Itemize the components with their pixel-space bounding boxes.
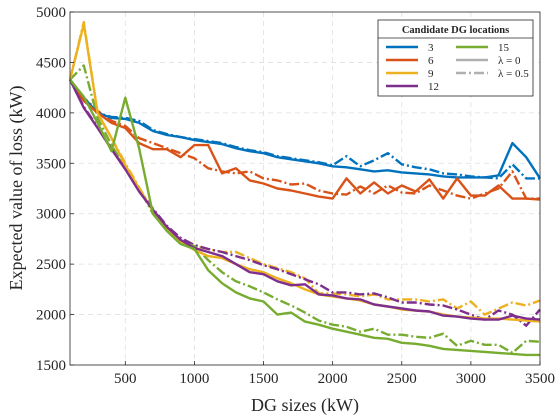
y-tick-label: 1500 — [36, 358, 66, 374]
x-tick-label: 3500 — [525, 371, 555, 387]
y-tick-label: 3500 — [36, 156, 66, 172]
series-line-12-lambda-0 — [68, 79, 541, 321]
y-tick-label: 2500 — [36, 257, 66, 273]
series-layer — [68, 20, 542, 357]
legend-box — [377, 19, 534, 97]
x-tick-label: 3000 — [456, 371, 486, 387]
series-line-6-lambda-0-5 — [69, 78, 540, 200]
series-line-6-lambda-0 — [68, 78, 541, 201]
x-tick-label: 2000 — [318, 371, 348, 387]
x-tick-label: 1500 — [249, 371, 279, 387]
legend-entry-label: 3 — [428, 42, 434, 54]
series-line-15-lambda-0 — [69, 78, 540, 357]
y-tick-label: 5000 — [36, 5, 66, 21]
axes-box — [69, 11, 541, 366]
legend-entry-label: 15 — [498, 42, 510, 54]
y-tick-label: 4500 — [36, 55, 66, 71]
x-axis-label: DG sizes (kW) — [251, 395, 359, 416]
y-tick-label: 3000 — [36, 207, 66, 223]
legend-entry-label: 9 — [428, 68, 434, 80]
y-tick-label: 4000 — [36, 106, 66, 122]
legend-entry-label: 12 — [428, 81, 439, 93]
legend-title: Candidate DG locations — [402, 25, 509, 36]
legend-entry-label: 6 — [428, 55, 434, 67]
y-tick-label: 2000 — [36, 308, 66, 324]
x-tick-label: 1000 — [179, 371, 209, 387]
legend-entry-label: λ = 0 — [498, 55, 521, 67]
y-axis-label: Expected value of loss (kW) — [6, 86, 27, 291]
x-tick-label: 2500 — [387, 371, 417, 387]
legend-entry-label: λ = 0.5 — [498, 68, 529, 80]
series-line-3-lambda-0 — [69, 78, 542, 180]
x-tick-label: 500 — [114, 371, 137, 387]
ticks: 500 1000 1500 2000 2500 3000 3500 1500 2000 2500 3… — [36, 5, 555, 387]
